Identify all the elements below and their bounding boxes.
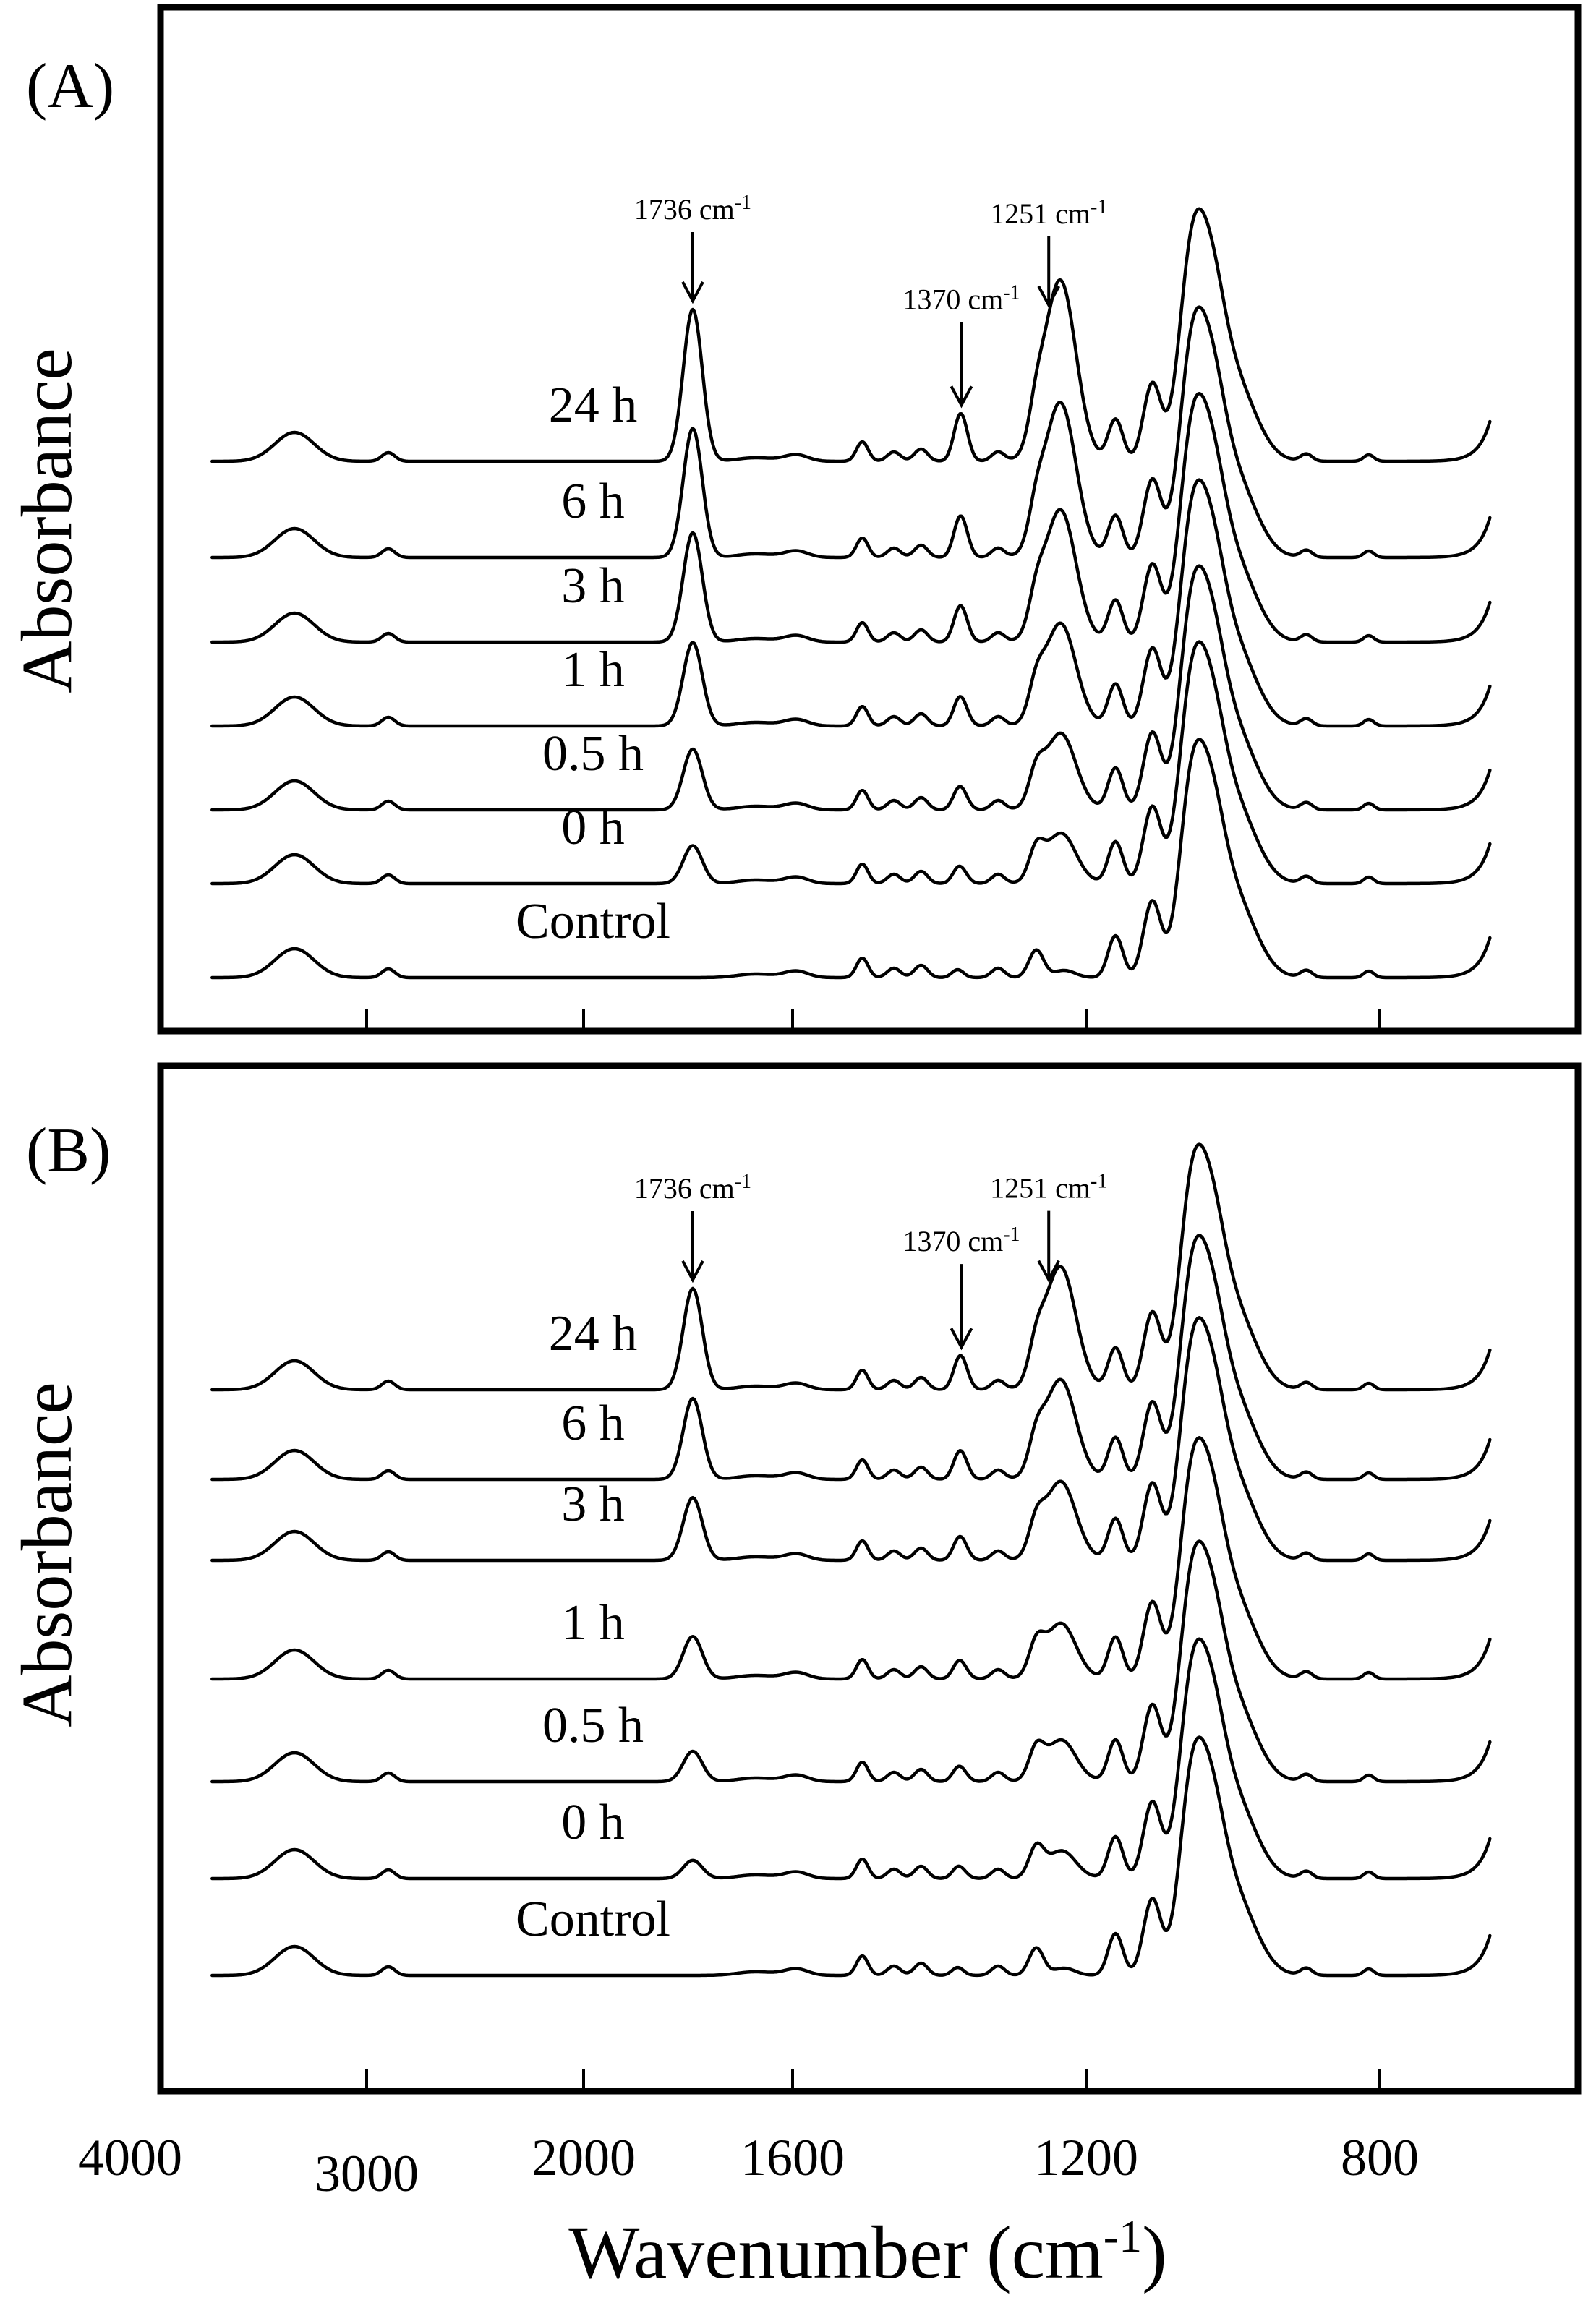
panel-a-peak-annotations: 1736 cm-1 1370 cm-1 1251 cm-1 — [634, 192, 1107, 409]
x-tick-label: 2000 — [532, 2129, 636, 2187]
x-tick-labels: 4000 3000 2000 1600 1200 800 — [78, 2129, 1419, 2202]
spectrum-line-0p5h — [210, 1539, 1492, 1784]
panel-b-label: (B) — [26, 1116, 111, 1186]
series-label: 0.5 h — [542, 1698, 644, 1753]
spectrum-line-6h — [210, 1234, 1492, 1482]
annotation-arrowhead — [681, 1260, 704, 1283]
panel-a-x-ticks — [365, 1009, 1381, 1028]
annotation-arrowhead — [1037, 285, 1060, 309]
spectrum-line-control — [210, 1735, 1492, 1978]
x-tick-label: 800 — [1341, 2129, 1419, 2187]
series-label: 6 h — [561, 1396, 625, 1451]
panel-a-spectra — [210, 207, 1492, 980]
peak-annotation: 1736 cm-1 — [634, 1171, 751, 1205]
spectrum-line-0h — [210, 1637, 1492, 1881]
series-label: 24 h — [549, 1306, 638, 1362]
x-axis-label: Wavenumber (cm-1) — [568, 2210, 1166, 2294]
panel-b: (B) Absorbance 24 h 6 h 3 h 1 h 0.5 h 0 h Cont… — [7, 1062, 1582, 2095]
panel-a-frame — [157, 4, 1582, 1035]
series-label: 1 h — [561, 642, 625, 698]
peak-annotation: 1370 cm-1 — [902, 1223, 1020, 1257]
annotation-arrowhead — [950, 385, 973, 409]
series-label: Control — [516, 1892, 670, 1947]
spectrum-line-0h — [210, 640, 1492, 886]
series-label: 3 h — [561, 558, 625, 614]
peak-annotation: 1736 cm-1 — [634, 192, 751, 226]
spectrum-line-24h — [210, 1142, 1492, 1392]
panel-b-peak-annotations: 1736 cm-1 1370 cm-1 1251 cm-1 — [634, 1171, 1107, 1351]
spectrum-line-3h — [210, 391, 1492, 644]
series-label: Control — [516, 894, 670, 949]
series-label: 1 h — [561, 1595, 625, 1651]
annotation-arrowhead — [1037, 1260, 1060, 1283]
panel-a-series-labels: 24 h 6 h 3 h 1 h 0.5 h 0 h Control — [516, 377, 670, 949]
spectrum-line-1h — [210, 1436, 1492, 1681]
panel-a: (A) Absorbance 24 h 6 h 3 h 1 h 0.5 h 0 h Cont… — [7, 4, 1582, 1035]
x-tick-label: 3000 — [315, 2145, 419, 2202]
series-label: 0 h — [561, 800, 625, 855]
spectrum-line-control — [210, 738, 1492, 980]
series-label: 0.5 h — [542, 726, 644, 782]
panel-a-label: (A) — [26, 51, 114, 121]
peak-annotation: 1251 cm-1 — [990, 196, 1107, 230]
spectrum-line-0p5h — [210, 564, 1492, 812]
x-tick-label: 1600 — [741, 2129, 845, 2187]
x-tick-label: 1200 — [1034, 2129, 1138, 2187]
panel-a-y-axis-label: Absorbance — [7, 348, 87, 693]
series-label: 6 h — [561, 474, 625, 529]
panel-b-spectra — [210, 1142, 1492, 1978]
series-label: 3 h — [561, 1477, 625, 1532]
spectrum-line-24h — [210, 207, 1492, 463]
spectrum-line-3h — [210, 1316, 1492, 1563]
series-label: 0 h — [561, 1795, 625, 1850]
annotation-arrowhead — [950, 1328, 973, 1351]
panel-b-frame — [157, 1062, 1582, 2095]
x-tick-label: 4000 — [78, 2129, 182, 2187]
spectrum-line-6h — [210, 305, 1492, 560]
spectrum-line-1h — [210, 478, 1492, 728]
series-label: 24 h — [549, 377, 638, 433]
annotation-arrowhead — [681, 281, 704, 304]
peak-annotation: 1251 cm-1 — [990, 1171, 1107, 1205]
panel-b-x-ticks — [365, 2069, 1381, 2088]
panel-b-series-labels: 24 h 6 h 3 h 1 h 0.5 h 0 h Control — [516, 1306, 670, 1947]
peak-annotation: 1370 cm-1 — [902, 281, 1020, 315]
panel-b-y-axis-label: Absorbance — [7, 1382, 87, 1727]
